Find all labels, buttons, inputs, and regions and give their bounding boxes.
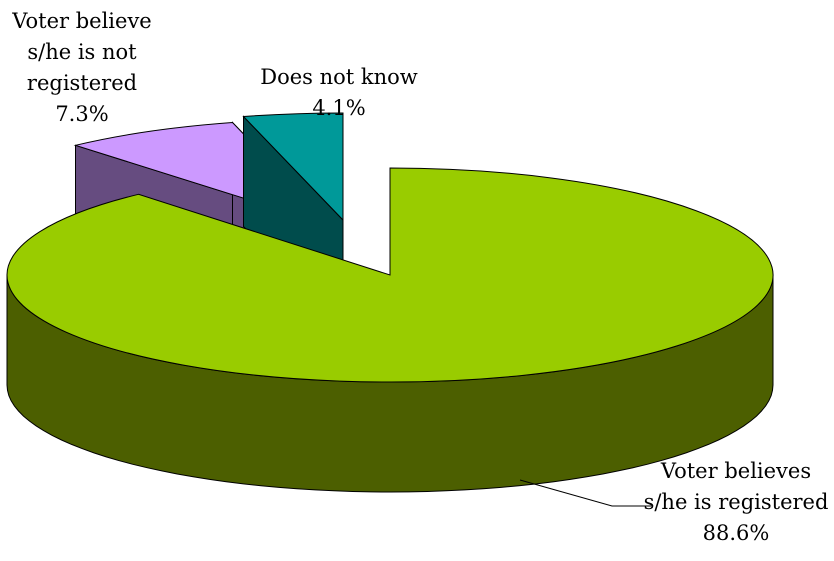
does-not-know-percent: 4.1%	[312, 96, 366, 120]
registered-percent: 88.6%	[702, 521, 770, 545]
registered-label-line-1: Voter believes	[660, 459, 812, 483]
not-registered-label-line-2: s/he is not	[27, 40, 137, 64]
does-not-know-label-text: Does not know	[260, 65, 418, 89]
registered-slice	[6, 167, 774, 383]
does-not-know-label: Does not know 4.1%	[244, 62, 434, 124]
slice-layer	[6, 112, 774, 493]
not-registered-label: Voter believe s/he is not registered 7.3…	[2, 6, 162, 130]
registered-leader-line	[519, 479, 651, 507]
registered-label: Voter believes s/he is registered 88.6%	[643, 456, 829, 549]
not-registered-label-line-3: registered	[26, 71, 138, 95]
registered-label-line-2: s/he is registered	[643, 490, 829, 514]
not-registered-label-line-1: Voter believe	[12, 9, 152, 33]
not-registered-percent: 7.3%	[55, 102, 109, 126]
does_not_know-slice	[242, 112, 344, 222]
